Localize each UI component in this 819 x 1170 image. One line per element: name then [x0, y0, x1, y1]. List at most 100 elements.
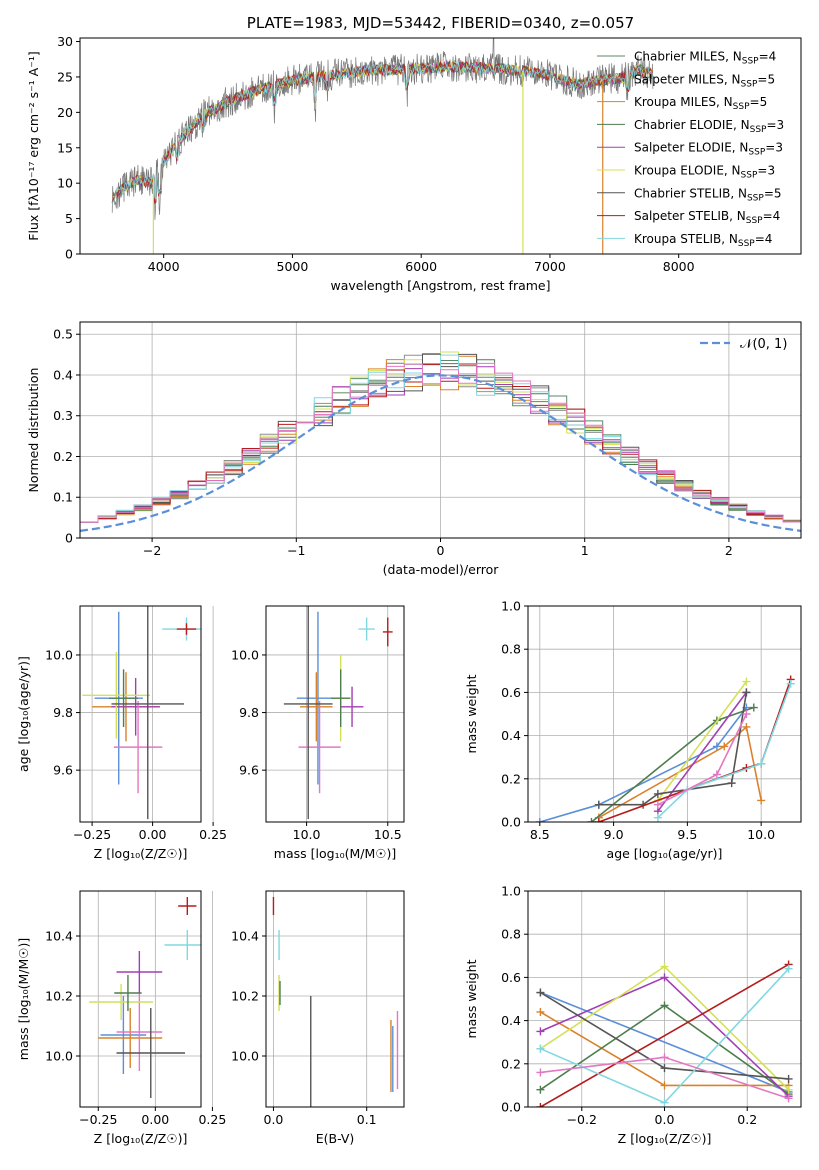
weight-point-marker [749, 703, 758, 712]
y-tick-label: 30 [57, 34, 73, 49]
y-tick-label: 25 [57, 69, 73, 84]
x-tick-label: −2 [143, 543, 161, 558]
errorbar-point [89, 984, 154, 1020]
weight-point-marker [742, 710, 751, 718]
x-tick-label: 4000 [148, 259, 180, 274]
axes-frame [79, 37, 802, 255]
weight-point-marker [660, 973, 669, 982]
spectrum-model-line [111, 60, 653, 204]
errorbar-point [98, 1008, 163, 1068]
y-tick-label: 0.3 [53, 408, 73, 423]
weight-point-marker [660, 1053, 669, 1062]
x-tick-label: 0.25 [198, 1112, 226, 1127]
x-tick-label: 0.00 [139, 827, 167, 842]
x-tick-label: 0.1 [357, 1112, 377, 1127]
residuals-frame: −2 −1 0 1 2 0 0.1 0.2 0.3 0.4 0.5 (data-model)/erro… [26, 321, 802, 577]
mass_vs_ebv-frame: 0.0 0.1 10.0 10.2 10.4 E(B-V) [231, 890, 405, 1146]
y-tick-label: 0.4 [501, 728, 521, 743]
y-tick-label: 0.4 [53, 367, 73, 382]
spectrum-frame: 4000 5000 6000 7000 8000 0 5 10 15 20 25 30 waveleng… [26, 34, 802, 293]
weight-point-marker [536, 988, 545, 997]
x-tick-label: 10.0 [293, 827, 321, 842]
errorbar-point [116, 951, 163, 993]
y-tick-label: 10.4 [45, 929, 73, 944]
weight-point-marker [786, 679, 795, 688]
x-tick-label: −0.2 [567, 1112, 597, 1127]
errorbar-point [382, 617, 393, 647]
weight-point-marker [536, 1103, 545, 1107]
weight-point-marker [742, 677, 751, 686]
weight-point-marker [784, 1094, 793, 1103]
errorbar-point [283, 606, 333, 820]
x-axis-label: (data-model)/error [383, 562, 500, 577]
y-tick-label: 0.0 [501, 1100, 521, 1115]
y-tick-label: 10.2 [231, 989, 259, 1004]
legend-label: Chabrier STELIB, NSSP=5 [634, 186, 782, 203]
age_vs_mass-axes [266, 606, 404, 822]
axes-frame [79, 890, 202, 1108]
legend-label: Kroupa STELIB, NSSP=4 [634, 232, 772, 249]
errorbar-point [392, 1026, 394, 1092]
weight-point-marker [587, 818, 596, 822]
x-tick-label: −0.25 [73, 827, 111, 842]
weight-point-marker [536, 1085, 545, 1094]
x-tick-label: 7000 [534, 259, 566, 274]
age_vs_Z-points [82, 606, 201, 820]
weight-point-marker [535, 818, 544, 822]
chart-title: PLATE=1983, MJD=53442, FIBERID=0340, z=0… [247, 14, 634, 32]
x-axis-label: Z [log₁₀(Z/Z☉)] [94, 846, 188, 861]
axes-frame [265, 605, 405, 823]
age_vs_Z-frame: −0.25 0.00 0.25 9.6 9.8 10.0 Z [log₁₀(Z/Z☉)] ag… [16, 605, 227, 861]
legend-label: Salpeter ELODIE, NSSP=3 [634, 141, 783, 158]
weight-point-marker [536, 1007, 545, 1016]
y-tick-label: 10.2 [45, 989, 73, 1004]
weight-point-marker [712, 770, 721, 779]
y-tick-label: 0 [65, 247, 73, 262]
y-tick-label: 1.0 [501, 599, 521, 614]
y-tick-label: 0.1 [53, 490, 73, 505]
weight-point-marker [742, 688, 751, 697]
weight-point-marker [594, 818, 603, 822]
y-tick-label: 0.2 [53, 449, 73, 464]
weight-point-marker [742, 722, 751, 731]
x-tick-label: 8.5 [530, 827, 550, 842]
y-axis-label: mass [log₁₀(M/M☉)] [16, 938, 31, 1060]
x-tick-label: 9.5 [677, 827, 697, 842]
weight-point-marker [660, 1081, 669, 1090]
legend-label: Chabrier MILES, NSSP=4 [634, 50, 776, 67]
errorbar-point [113, 701, 163, 794]
errorbar-point [178, 897, 197, 915]
weight-point-marker [653, 813, 662, 822]
weight-point-marker [660, 1001, 669, 1010]
y-tick-label: 0.8 [501, 927, 521, 942]
weight-series-line [540, 963, 789, 1107]
histogram-series [80, 362, 801, 538]
weight-point-marker [727, 779, 736, 788]
x-tick-label: 9.0 [604, 827, 624, 842]
x-axis-label: Z [log₁₀(Z/Z☉)] [94, 1131, 188, 1146]
y-tick-label: 1.0 [501, 884, 521, 899]
weight-point-marker [712, 742, 721, 751]
y-tick-label: 0.6 [501, 970, 521, 985]
x-tick-label: 10.5 [374, 827, 402, 842]
x-tick-label: 0.25 [199, 827, 227, 842]
y-tick-label: 0.2 [501, 1056, 521, 1071]
weight-point-marker [536, 1027, 545, 1036]
y-tick-label: 5 [65, 211, 73, 226]
y-tick-label: 10.0 [231, 1049, 259, 1064]
legend-label: Chabrier ELODIE, NSSP=3 [634, 118, 784, 135]
y-tick-label: 10.0 [45, 647, 73, 662]
y-tick-label: 0.0 [501, 815, 521, 830]
y-tick-label: 0.8 [501, 642, 521, 657]
y-tick-label: 9.6 [53, 763, 73, 778]
errorbar-point [111, 678, 160, 736]
legend-label: 𝒩(0, 1) [740, 337, 787, 352]
errorbar-point [164, 930, 201, 960]
x-tick-label: 8000 [663, 259, 695, 274]
weight_vs_Z-frame: −0.2 0.0 0.2 0.0 0.2 0.4 0.6 0.8 1.0 Z [log₁₀(Z/Z… [464, 884, 802, 1146]
axes-frame [265, 890, 405, 1108]
errorbar-point [272, 897, 275, 915]
y-tick-label: 0 [65, 531, 73, 546]
y-tick-label: 10 [57, 176, 73, 191]
